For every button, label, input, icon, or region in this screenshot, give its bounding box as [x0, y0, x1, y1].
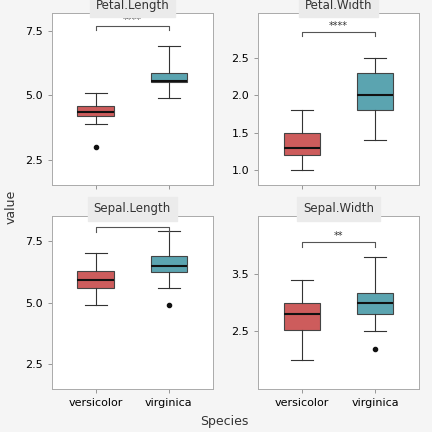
FancyBboxPatch shape: [357, 73, 394, 111]
Title: Sepal.Length: Sepal.Length: [94, 202, 171, 215]
Text: ****: ****: [123, 216, 142, 227]
Text: value: value: [4, 190, 17, 225]
Text: Species: Species: [200, 415, 249, 428]
FancyBboxPatch shape: [77, 105, 114, 116]
FancyBboxPatch shape: [357, 292, 394, 314]
FancyBboxPatch shape: [77, 270, 114, 288]
FancyBboxPatch shape: [284, 302, 320, 330]
FancyBboxPatch shape: [151, 73, 187, 83]
Title: Petal.Width: Petal.Width: [305, 0, 372, 12]
Title: Petal.Length: Petal.Length: [95, 0, 169, 12]
Title: Sepal.Width: Sepal.Width: [303, 202, 374, 215]
FancyBboxPatch shape: [284, 133, 320, 156]
Text: ****: ****: [329, 21, 348, 31]
FancyBboxPatch shape: [151, 256, 187, 273]
Text: ****: ****: [123, 15, 142, 25]
Text: **: **: [334, 232, 343, 241]
